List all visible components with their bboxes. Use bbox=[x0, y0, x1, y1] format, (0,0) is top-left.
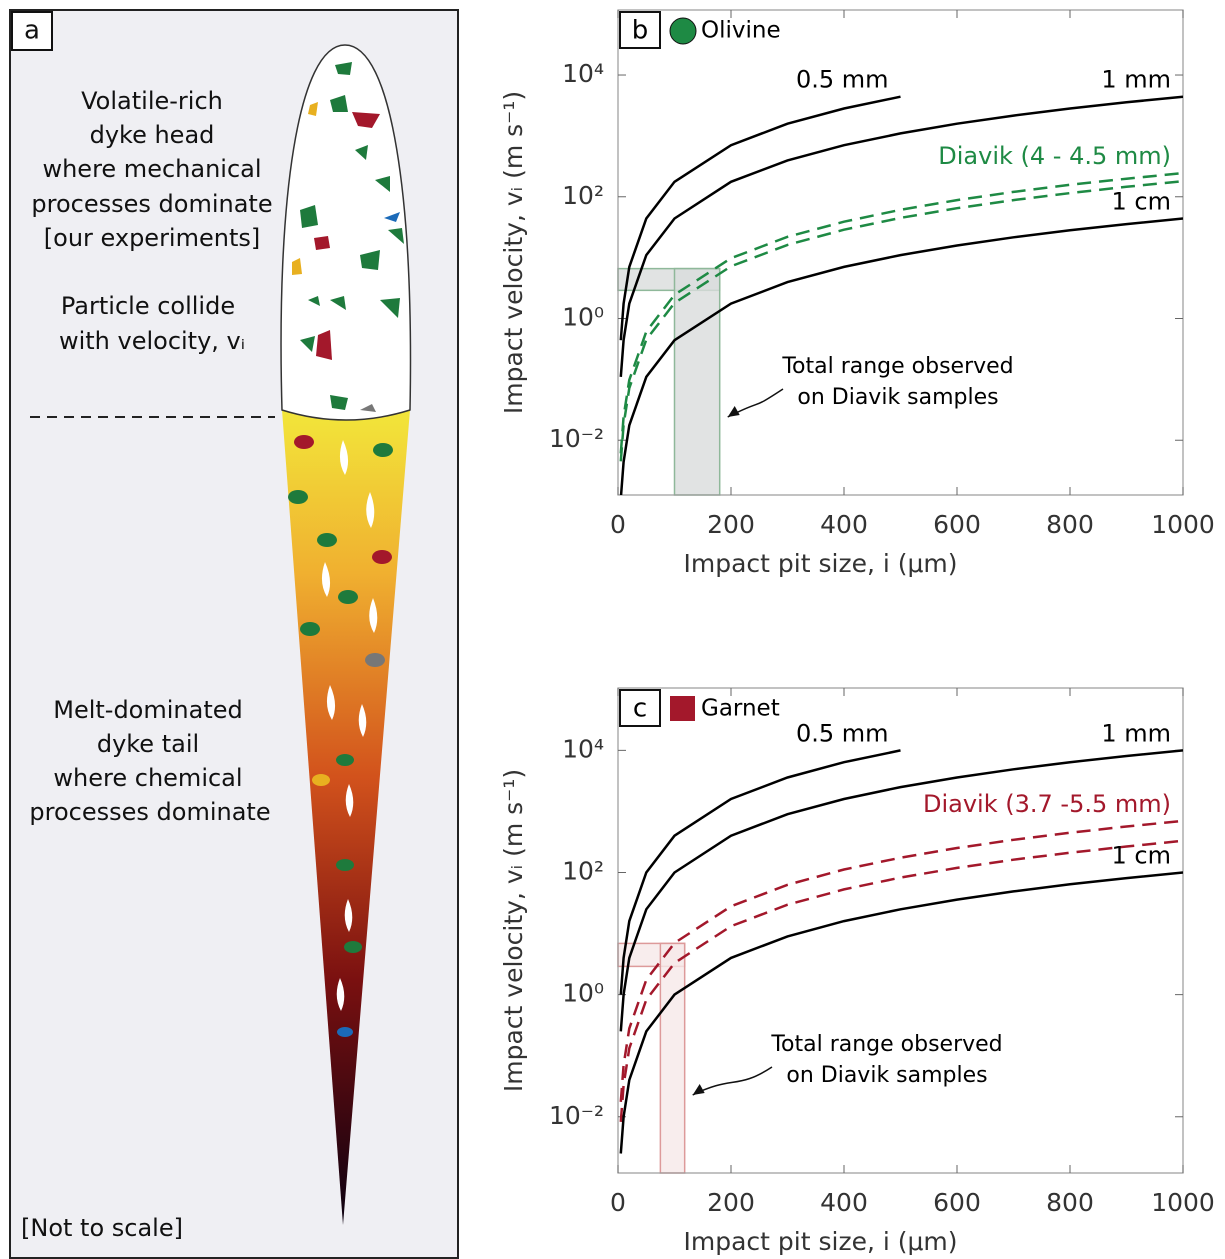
particles bbox=[300, 62, 404, 410]
garnet-particle bbox=[352, 112, 380, 128]
y-tick-label: 10⁻² bbox=[549, 1101, 604, 1130]
plot-frame bbox=[617, 9, 1184, 496]
series-label: Diavik (4 - 4.5 mm) bbox=[938, 142, 1171, 170]
y-tick-label: 10⁴ bbox=[562, 59, 604, 88]
series-line bbox=[619, 819, 1183, 1102]
legend-label: Garnet bbox=[701, 696, 780, 722]
head-text: processes dominate bbox=[31, 190, 272, 218]
x-tick-label: 1000 bbox=[1151, 510, 1215, 539]
x-tick-label: 0 bbox=[610, 510, 626, 539]
x-axis-label: Impact pit size, i (μm) bbox=[684, 1227, 958, 1256]
annotation-arrow bbox=[692, 1066, 773, 1096]
panel-box bbox=[619, 11, 661, 49]
series-line bbox=[619, 95, 1183, 377]
collide-text: with velocity, vᵢ bbox=[59, 327, 245, 355]
collide-text: Particle collide bbox=[61, 292, 235, 320]
tail-text: where chemical bbox=[53, 764, 242, 792]
series-line bbox=[619, 749, 1183, 1032]
range-band bbox=[673, 267, 721, 496]
series-line bbox=[619, 839, 1183, 1122]
y-tick-label: 10² bbox=[562, 181, 604, 210]
head-text: Volatile-rich bbox=[81, 87, 223, 115]
garnet-particle bbox=[314, 236, 330, 250]
particle bbox=[384, 212, 400, 222]
particle bbox=[292, 258, 302, 275]
legend-marker bbox=[670, 696, 695, 721]
series-line bbox=[619, 749, 901, 995]
panel-letter: c bbox=[633, 694, 647, 724]
note: [Not to scale] bbox=[21, 1214, 183, 1242]
legend-label: Olivine bbox=[701, 18, 781, 44]
annotation-arrow bbox=[727, 388, 784, 418]
x-tick-label: 400 bbox=[820, 510, 868, 539]
tail-text: dyke tail bbox=[97, 730, 199, 758]
y-tick-label: 10⁰ bbox=[562, 979, 604, 1008]
chart: 0 200 400 600 800 1000 10⁻² 10⁰ 10² 10⁴ 0.5 mm 1 mm… bbox=[499, 9, 1215, 578]
arrow-head bbox=[692, 1084, 705, 1095]
garnet-particle bbox=[316, 330, 332, 360]
plot-frame bbox=[617, 687, 1184, 1174]
head-text: where mechanical bbox=[42, 155, 261, 183]
series-line bbox=[619, 179, 1183, 462]
series-label: 0.5 mm bbox=[796, 66, 889, 94]
x-tick-label: 1000 bbox=[1151, 1188, 1215, 1217]
y-axis-label: Impact velocity, vᵢ (m s⁻¹) bbox=[499, 91, 528, 414]
annotation: Total range observed bbox=[781, 354, 1013, 379]
arrow-head bbox=[727, 406, 740, 417]
series-label: Diavik (3.7 -5.5 mm) bbox=[923, 790, 1171, 818]
range-band bbox=[659, 942, 686, 1174]
panel-a: a Volatile-rich dyke hea bbox=[9, 9, 459, 1259]
x-tick-label: 0 bbox=[610, 1188, 626, 1217]
particle bbox=[360, 404, 376, 412]
dyke-head bbox=[280, 44, 412, 421]
series-line bbox=[619, 171, 1183, 454]
x-tick-label: 400 bbox=[820, 1188, 868, 1217]
x-tick-label: 600 bbox=[933, 1188, 981, 1217]
panel-box bbox=[619, 689, 661, 727]
series-line bbox=[619, 871, 1183, 1154]
x-tick-label: 200 bbox=[707, 1188, 755, 1217]
chart: 0 200 400 600 800 1000 10⁻² 10⁰ 10² 10⁴ 0.5 mm 1 mm… bbox=[499, 687, 1215, 1256]
panel-letter: b bbox=[632, 16, 649, 46]
series-label: 1 mm bbox=[1101, 66, 1171, 94]
x-axis-label: Impact pit size, i (μm) bbox=[684, 549, 958, 578]
y-tick-label: 10² bbox=[562, 856, 604, 885]
x-tick-label: 800 bbox=[1046, 510, 1094, 539]
series-label: 1 cm bbox=[1112, 841, 1171, 869]
head-text: dyke head bbox=[90, 121, 215, 149]
series-label: 1 cm bbox=[1112, 187, 1171, 215]
y-axis-label: Impact velocity, vᵢ (m s⁻¹) bbox=[499, 769, 528, 1092]
annotation: on Diavik samples bbox=[797, 385, 998, 410]
annotation: on Diavik samples bbox=[786, 1063, 987, 1088]
y-tick-label: 10⁻² bbox=[549, 424, 604, 453]
head-text: [our experiments] bbox=[44, 224, 260, 252]
x-tick-label: 800 bbox=[1046, 1188, 1094, 1217]
panel-letter: a bbox=[24, 16, 40, 46]
dyke-tail bbox=[282, 410, 410, 1225]
annotation: Total range observed bbox=[770, 1032, 1002, 1057]
series-label: 0.5 mm bbox=[796, 719, 889, 747]
y-tick-label: 10⁰ bbox=[562, 302, 604, 331]
series-line bbox=[619, 217, 1183, 495]
tail-text: processes dominate bbox=[29, 798, 270, 826]
series-line bbox=[619, 95, 901, 341]
x-tick-label: 200 bbox=[707, 510, 755, 539]
tail-text: Melt-dominated bbox=[53, 696, 243, 724]
panel-box bbox=[11, 11, 53, 51]
series-label: 1 mm bbox=[1101, 719, 1171, 747]
x-tick-label: 600 bbox=[933, 510, 981, 539]
legend-marker bbox=[669, 17, 697, 45]
particle bbox=[308, 102, 318, 116]
y-tick-label: 10⁴ bbox=[562, 734, 604, 763]
tail-particles bbox=[288, 435, 393, 1037]
